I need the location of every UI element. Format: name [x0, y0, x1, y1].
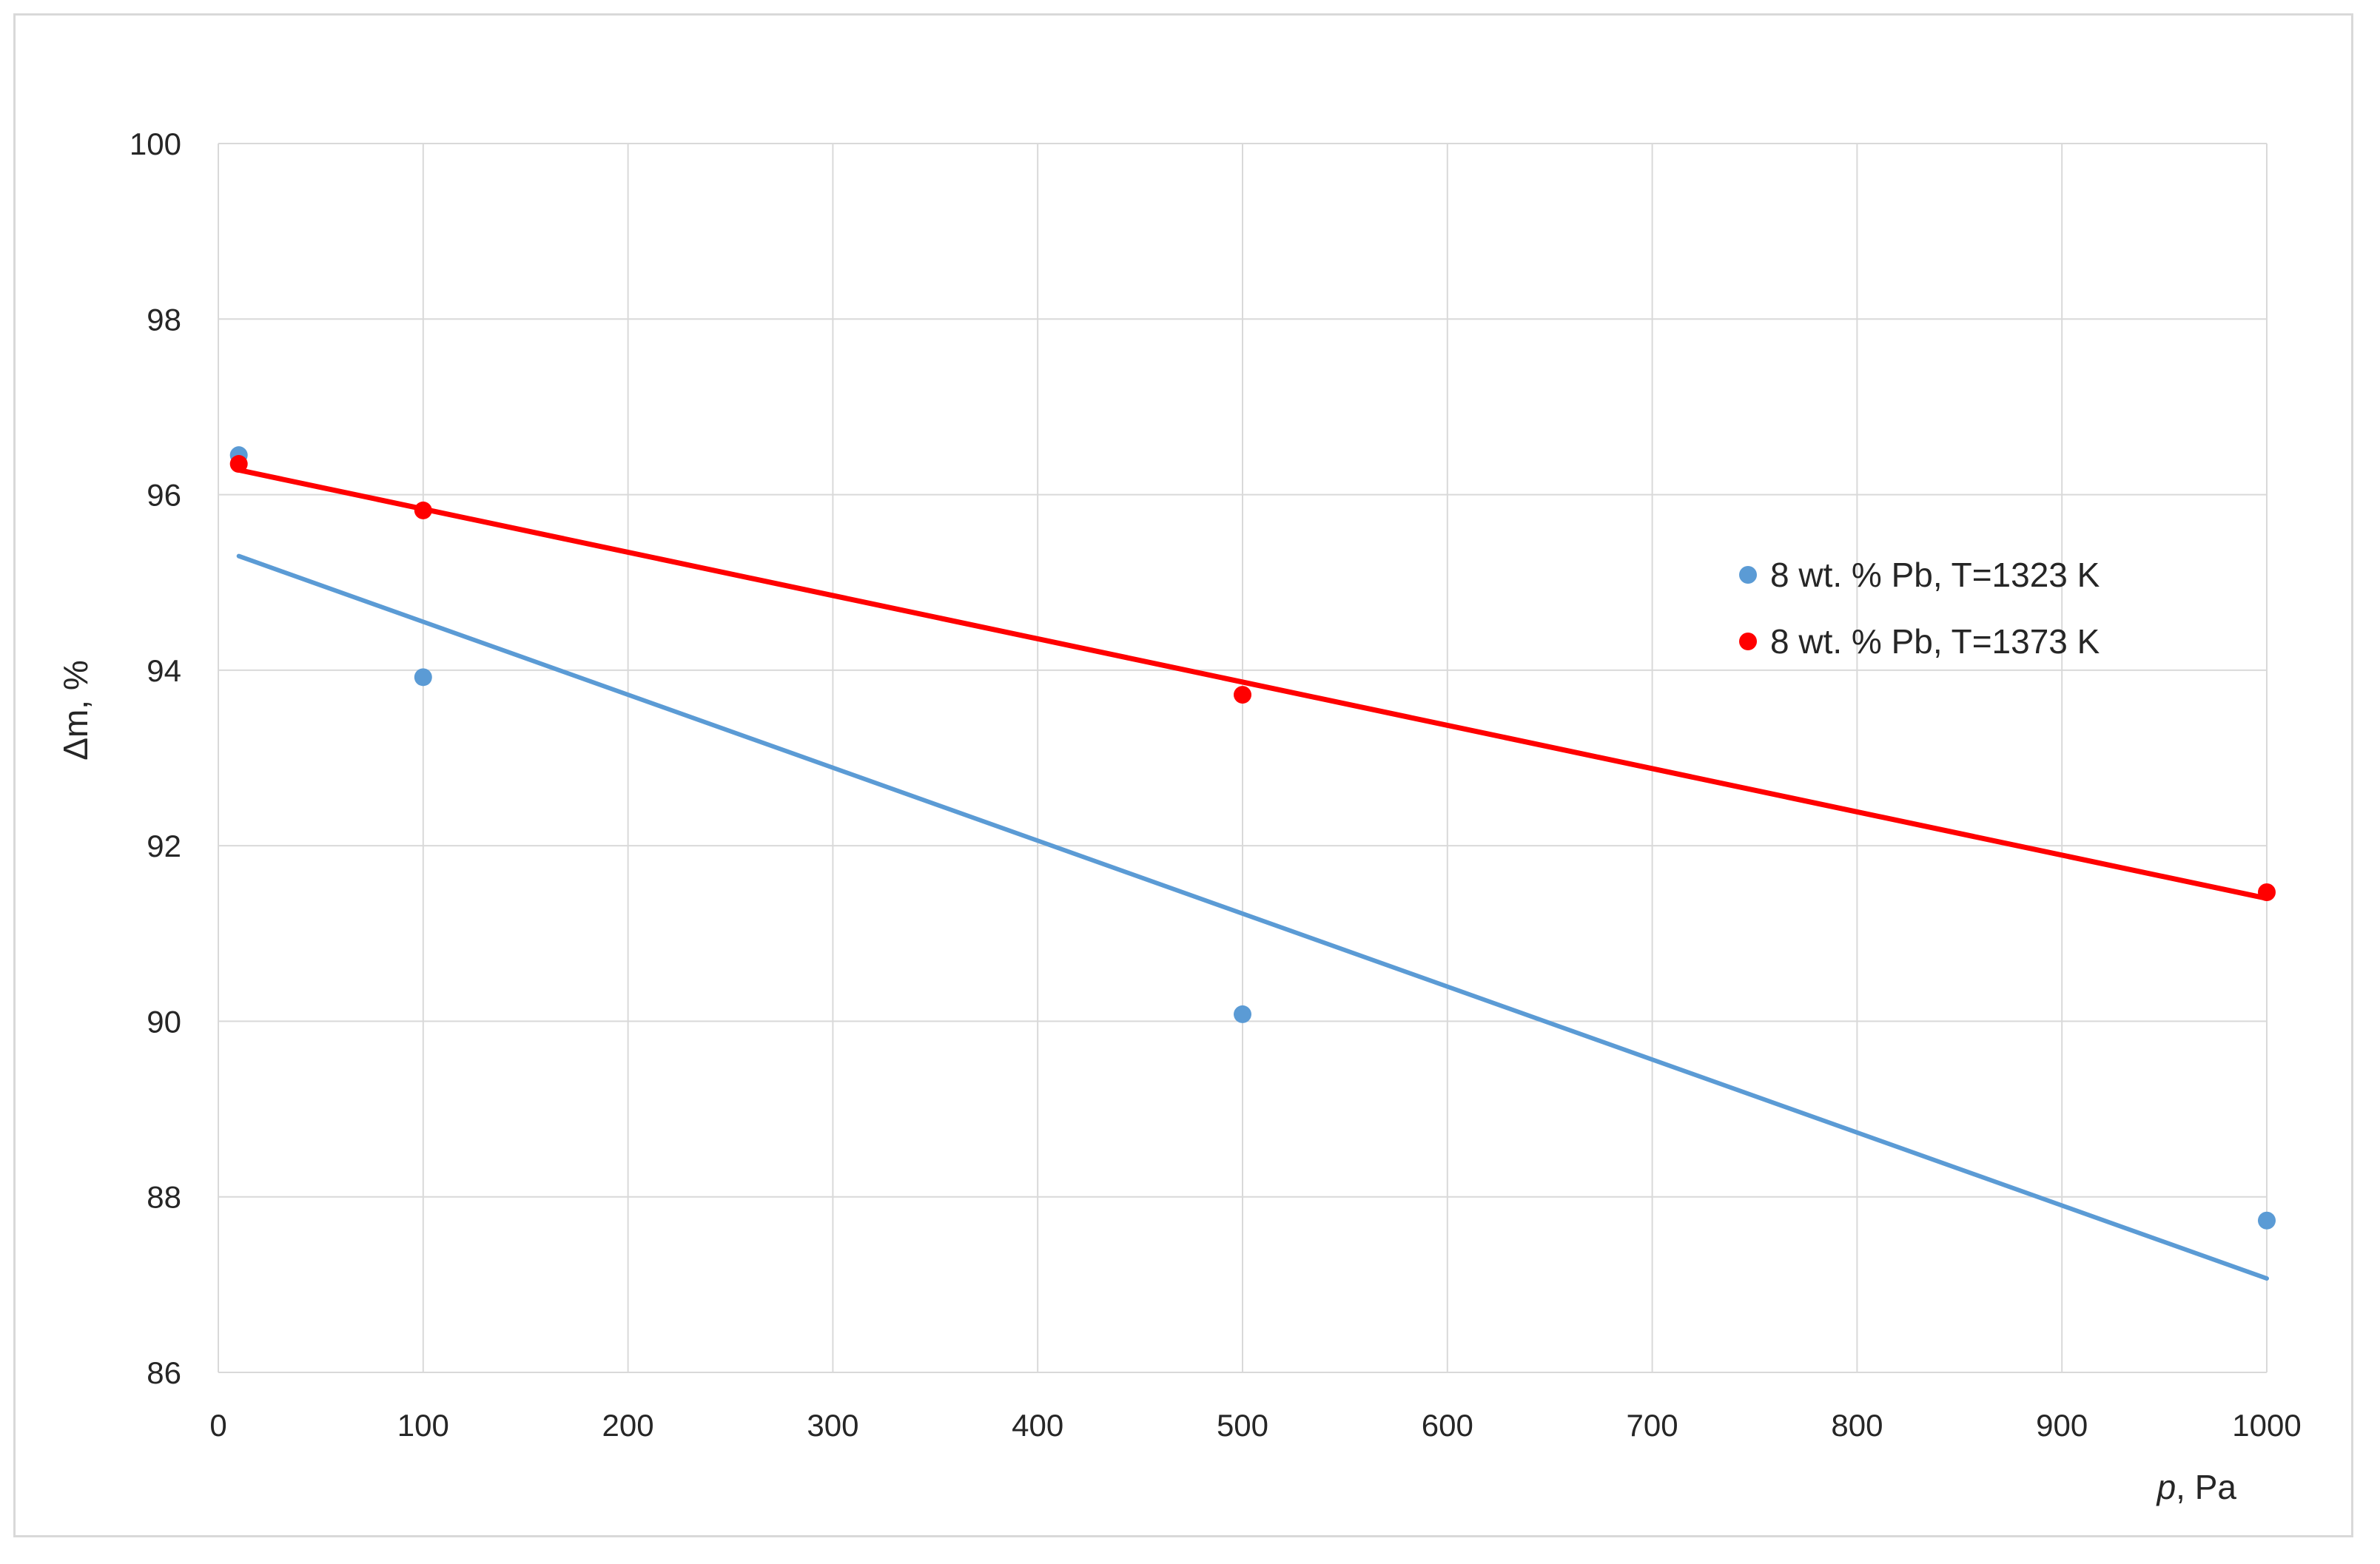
y-tick-label: 94: [147, 653, 181, 688]
y-tick-label: 98: [147, 302, 181, 337]
x-axis-title-variable: p: [2156, 1468, 2176, 1506]
data-point-series-2: [2258, 883, 2276, 902]
x-axis-title-unit: , Pa: [2176, 1468, 2236, 1506]
data-points: [229, 446, 2276, 1230]
trendline-series-1: [236, 553, 2269, 1281]
x-tick-label: 500: [1217, 1408, 1268, 1443]
data-point-series-2: [414, 501, 432, 519]
x-tick-label: 1000: [2232, 1408, 2301, 1443]
x-tick-label: 300: [807, 1408, 858, 1443]
x-axis-title: p, Pa: [2156, 1468, 2237, 1506]
legend-marker-1373: [1739, 633, 1757, 650]
tick-labels: 0 100 200 300 400 500 600 700 800 900 1000 86 88 90 92…: [130, 127, 2302, 1443]
legend-marker-1323: [1739, 566, 1757, 584]
y-tick-label: 90: [147, 1004, 181, 1039]
y-tick-label: 88: [147, 1180, 181, 1215]
x-tick-label: 200: [602, 1408, 654, 1443]
chart-area: [13, 13, 2353, 1537]
legend-label-1373: 8 wt. % Pb, T=1373 K: [1770, 622, 2100, 661]
data-point-series-1: [2258, 1211, 2276, 1230]
x-tick-label: 700: [1627, 1408, 1678, 1443]
trendline-series-2: [236, 467, 2270, 901]
x-tick-label: 400: [1012, 1408, 1063, 1443]
data-point-series-1: [1234, 1005, 1251, 1023]
legend-label-1323: 8 wt. % Pb, T=1323 K: [1770, 556, 2100, 594]
y-tick-label: 96: [147, 478, 181, 513]
data-point-series-2: [229, 455, 248, 473]
y-tick-label: 100: [130, 127, 181, 161]
data-point-series-2: [1234, 686, 1251, 704]
x-tick-label: 0: [209, 1408, 226, 1443]
x-tick-label: 600: [1422, 1408, 1473, 1443]
x-tick-label: 900: [2036, 1408, 2088, 1443]
trendlines: [236, 467, 2270, 1281]
x-tick-label: 100: [397, 1408, 449, 1443]
y-tick-label: 92: [147, 829, 181, 863]
data-point-series-1: [414, 668, 432, 687]
grid: [218, 143, 2268, 1373]
y-tick-label: 86: [147, 1355, 181, 1390]
legend: 8 wt. % Pb, T=1323 K 8 wt. % Pb, T=1373 …: [1739, 556, 2100, 661]
x-tick-label: 800: [1831, 1408, 1883, 1443]
y-axis-title: Δm, %: [56, 660, 95, 761]
